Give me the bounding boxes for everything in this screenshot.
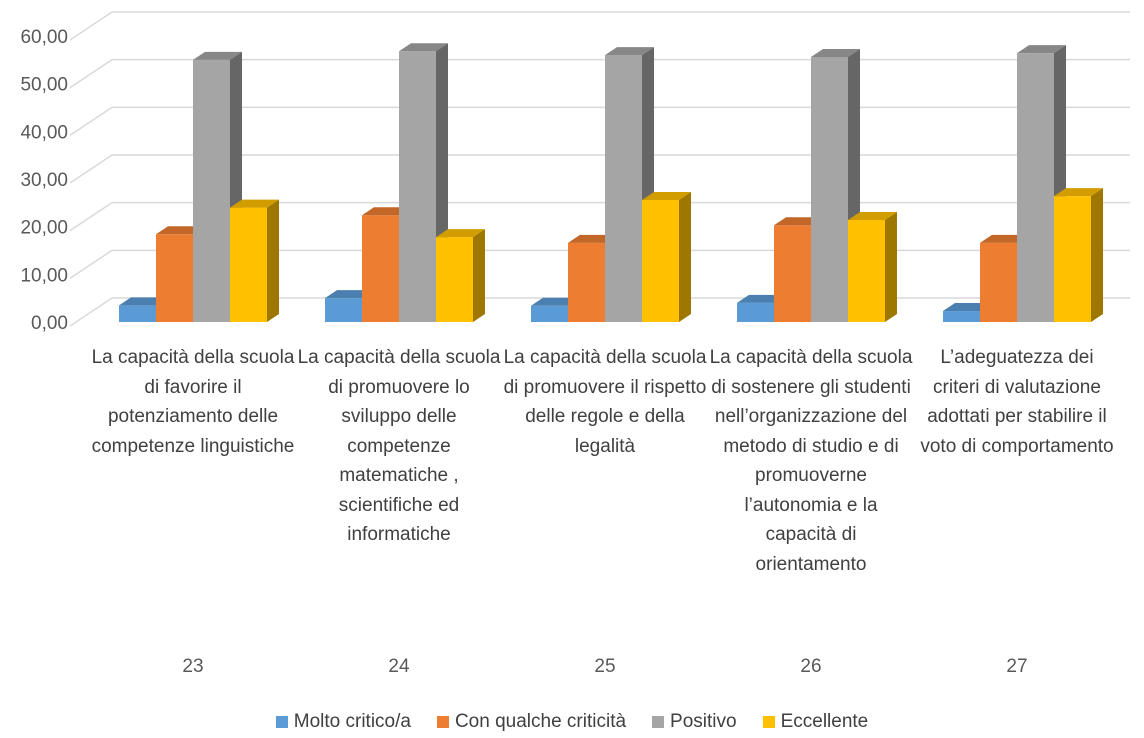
y-tick-label: 10,00 <box>20 265 68 286</box>
x-group-label: 25 <box>594 656 616 677</box>
bar-top <box>848 211 897 220</box>
legend-swatch <box>436 716 449 728</box>
bar-top <box>156 226 205 235</box>
grid-line-side <box>69 297 113 327</box>
bar-top <box>193 51 242 60</box>
bar-side <box>1091 188 1103 322</box>
bar-front <box>156 234 193 322</box>
bar-front <box>1017 53 1054 322</box>
grid-line <box>69 11 1130 41</box>
bar-front <box>399 51 436 323</box>
bar-top <box>774 217 823 226</box>
bar-front <box>774 225 811 322</box>
bar-front <box>1054 196 1091 322</box>
bar-front <box>642 199 679 322</box>
bar-top <box>436 229 485 238</box>
bar-top <box>737 294 786 303</box>
grid-line-side <box>69 59 113 89</box>
y-tick-label: 0,00 <box>31 313 68 334</box>
bar <box>642 191 691 322</box>
bar-front <box>568 242 605 322</box>
grid-line-side <box>69 202 113 232</box>
bar-front <box>737 302 774 322</box>
x-tick-label: La capacità della scuola di promuovere i… <box>503 347 707 457</box>
x-tick-label: L’adeguatezza dei criteri di valutazione… <box>920 347 1114 457</box>
y-tick-label: 60,00 <box>20 27 68 48</box>
legend-label: Eccellente <box>780 711 869 732</box>
legend-swatch <box>275 716 288 728</box>
bar <box>848 211 897 322</box>
x-tick-label: La capacità della scuola di sostenere gl… <box>709 347 913 575</box>
bar-front <box>848 219 885 322</box>
legend-item: Positivo <box>652 711 737 733</box>
bar-top <box>980 234 1029 243</box>
bar-top <box>811 48 860 57</box>
bar-front <box>362 215 399 322</box>
bar-front <box>119 305 156 322</box>
grid-line-side <box>69 249 113 279</box>
bar-top <box>119 297 168 306</box>
legend: Molto critico/a Con qualche criticità Posi… <box>0 711 1144 733</box>
bar-top <box>943 303 992 312</box>
x-group-label: 26 <box>800 656 822 677</box>
legend-item: Molto critico/a <box>275 711 411 733</box>
bar-side <box>267 199 279 322</box>
bar-front <box>531 305 568 322</box>
legend-label: Con qualche criticità <box>454 711 627 732</box>
legend-label: Molto critico/a <box>293 711 411 732</box>
bar-top <box>568 234 617 243</box>
bar-front <box>605 55 642 323</box>
bar-top <box>230 199 279 208</box>
bar <box>230 199 279 322</box>
x-group-label: 24 <box>388 656 410 677</box>
bar-top <box>399 43 448 52</box>
legend-label: Positivo <box>670 711 737 732</box>
x-group-label: 27 <box>1006 656 1028 677</box>
x-tick-label: La capacità della scuola di favorire il … <box>91 347 295 457</box>
bar-side <box>679 191 691 322</box>
bar-side <box>473 229 485 322</box>
x-group-label: 23 <box>182 656 204 677</box>
bar-top <box>325 290 374 299</box>
y-tick-label: 50,00 <box>20 75 68 96</box>
bar-front <box>436 237 473 322</box>
legend-item: Con qualche criticità <box>436 711 627 733</box>
bar-top <box>362 207 411 216</box>
legend-swatch <box>762 716 775 728</box>
legend-item: Eccellente <box>762 711 869 733</box>
bar-top <box>531 297 580 306</box>
bar-top <box>642 191 691 200</box>
bar-front <box>980 242 1017 322</box>
y-tick-label: 20,00 <box>20 218 68 239</box>
x-tick-label: La capacità della scuola di promuovere l… <box>297 347 501 545</box>
bar-front <box>943 311 980 322</box>
bar-top <box>1054 188 1103 197</box>
legend-swatch <box>652 716 665 728</box>
bar-top <box>605 47 654 56</box>
grid-line-side <box>69 154 113 184</box>
bar-side <box>885 211 897 322</box>
bar <box>436 229 485 322</box>
grid-line-side <box>69 11 113 41</box>
bar-front <box>193 59 230 322</box>
bar <box>193 51 242 322</box>
bar-top <box>1017 45 1066 54</box>
bar-front <box>811 56 848 323</box>
bar <box>1054 188 1103 322</box>
grid-line-side <box>69 106 113 136</box>
bar-front <box>325 298 362 322</box>
bar-front <box>230 207 267 322</box>
y-tick-label: 30,00 <box>20 170 68 191</box>
y-tick-label: 40,00 <box>20 122 68 143</box>
